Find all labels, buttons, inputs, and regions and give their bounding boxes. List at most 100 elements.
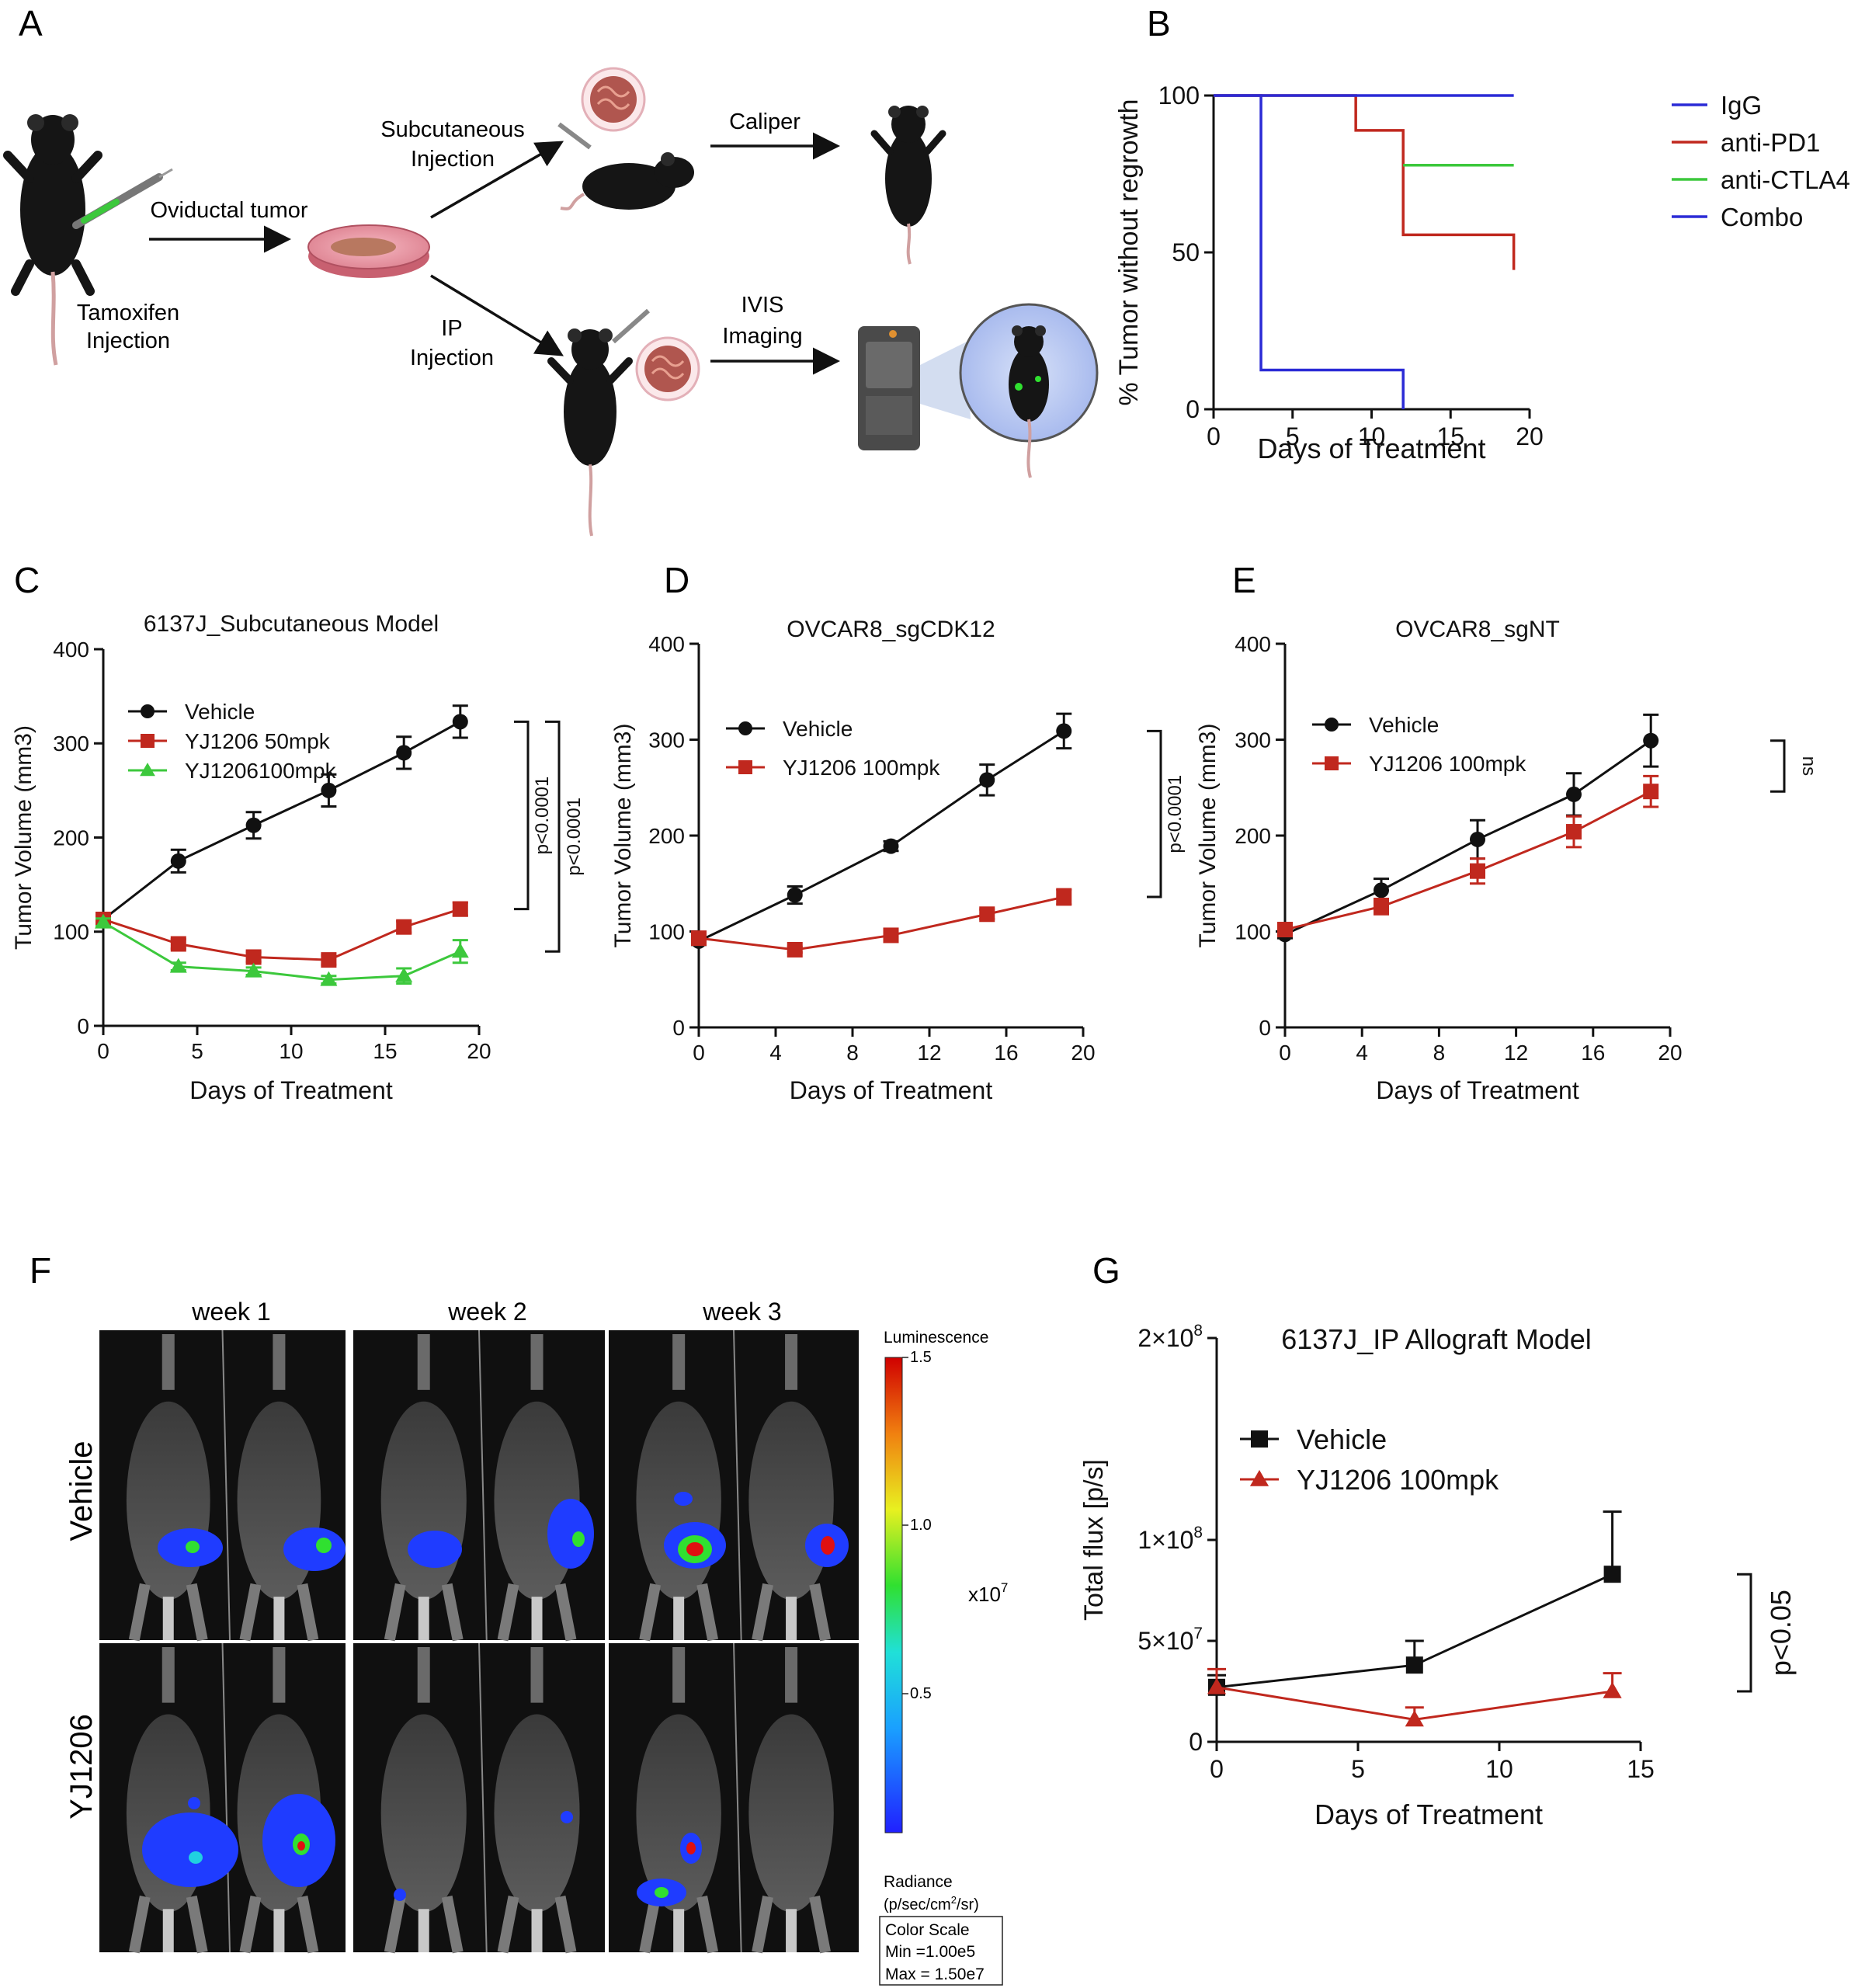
data-point: [883, 838, 899, 854]
legend-label: YJ1206100mpk: [185, 759, 337, 783]
y-tick-label: 100: [1158, 82, 1200, 109]
column-label-week3: week 3: [702, 1298, 781, 1326]
x-tick-label: 5: [191, 1039, 203, 1063]
label-subcutaneous-line1: Subcutaneous: [380, 117, 524, 142]
p-value-label: p<0.0001: [564, 798, 585, 876]
panel-b-chart: B 0 5 10 15 20 0 50 100 Days of Treatment % Tumor…: [1114, 3, 1850, 464]
legend-label: YJ1206 100mpk: [783, 756, 940, 780]
panel-letter-g: G: [1092, 1250, 1120, 1291]
data-point: [1374, 898, 1389, 915]
colorbar-tick-label: 1.5: [910, 1349, 932, 1366]
mouse-body: [494, 1714, 580, 1913]
legend-label: Vehicle: [185, 700, 255, 724]
legend-label: IgG: [1721, 91, 1762, 120]
data-point: [95, 913, 112, 929]
legend-label: YJ1206 100mpk: [1297, 1464, 1499, 1496]
legend-label: Vehicle: [783, 717, 853, 741]
mouse-head: [273, 1647, 286, 1703]
x-tick-label: 10: [1358, 422, 1386, 450]
x-tick-label: 0: [1210, 1755, 1224, 1783]
p-value-label: p<0.0001: [1165, 775, 1186, 853]
luminescence-signal: [561, 1811, 573, 1823]
series-line: [102, 921, 461, 982]
mouse-silhouette: [636, 1647, 721, 1954]
y-tick-label: 0: [77, 1014, 89, 1038]
mouse-tail: [273, 1597, 285, 1640]
color-scale-title: Color Scale: [885, 1921, 970, 1939]
x-axis-label: Days of Treatment: [790, 1076, 993, 1104]
chart-title: 6137J_IP Allograft Model: [1281, 1323, 1592, 1355]
x-tick-label: 10: [279, 1039, 303, 1063]
data-point: [691, 930, 707, 947]
petri-dish-icon: [307, 224, 430, 278]
legend-label: Vehicle: [1369, 713, 1439, 737]
luminescence-signal: [188, 1797, 200, 1809]
data-point: [1566, 824, 1582, 840]
x-tick-label: 10: [1485, 1755, 1513, 1783]
y-axis-label: Tumor Volume (mm3): [11, 725, 36, 950]
luminescence-signal: [189, 1851, 203, 1864]
mouse-leg: [554, 1583, 577, 1642]
ivis-image-cell: [609, 1329, 859, 1642]
mouse-head: [161, 1647, 175, 1703]
y-tick-label: 2×108: [1137, 1322, 1203, 1352]
x-tick-label: 12: [1504, 1041, 1528, 1065]
panel-a-schematic: A Tamoxifen Injection Oviductal tumor: [3, 3, 1099, 537]
mouse-leg: [639, 1583, 662, 1642]
p-value-label: p<0.05: [1765, 1590, 1797, 1676]
chart-title: OVCAR8_sgCDK12: [787, 617, 995, 642]
y-tick-label: 0: [672, 1016, 685, 1040]
mouse-body: [126, 1401, 210, 1600]
divider: [221, 1329, 231, 1641]
x-tick-label: 20: [1516, 422, 1544, 450]
mouse-leg: [384, 1896, 406, 1954]
y-tick-label: 400: [53, 638, 89, 662]
data-point: [1056, 723, 1072, 739]
legend-marker: [738, 721, 752, 735]
data-point: [1405, 1656, 1423, 1674]
divider: [221, 1642, 231, 1953]
mouse-icon: [870, 106, 946, 265]
mouse-body: [636, 1714, 721, 1913]
mouse-leg: [239, 1896, 262, 1954]
mouse-body: [380, 1401, 467, 1600]
radiance-units: (p/sec/cm2/sr): [884, 1894, 979, 1913]
x-axis-label: Days of Treatment: [1257, 433, 1485, 464]
legend-label: YJ1206 100mpk: [1369, 752, 1526, 776]
data-point: [452, 901, 468, 917]
mouse-leg: [297, 1896, 319, 1954]
column-label-week1: week 1: [191, 1298, 270, 1326]
colorbar-gradient: [884, 1357, 903, 1833]
legend-marker: [738, 760, 752, 774]
syringe-icon: [72, 168, 173, 229]
label-ip-line1: IP: [441, 316, 462, 341]
mouse-tail: [162, 1909, 174, 1952]
luminescence-signal: [316, 1538, 332, 1553]
significance-bracket: [514, 720, 530, 911]
data-point: [1643, 732, 1659, 749]
series-line-igg: [1214, 94, 1405, 409]
data-point: [320, 971, 338, 986]
data-point: [1566, 786, 1582, 802]
mouse-icon: [560, 152, 694, 210]
label-ivis-line1: IVIS: [741, 293, 784, 318]
data-point: [245, 949, 262, 965]
panel-letter-f: F: [30, 1250, 51, 1291]
data-point: [1603, 1681, 1622, 1698]
y-tick-label: 300: [53, 732, 89, 756]
x-tick-label: 20: [467, 1039, 491, 1063]
y-tick-label: 300: [1235, 728, 1271, 752]
data-point: [787, 887, 803, 903]
mouse-leg: [752, 1896, 773, 1954]
legend-marker: [1325, 718, 1339, 732]
divider: [478, 1642, 488, 1953]
x-axis-label: Days of Treatment: [189, 1076, 393, 1104]
mouse-tail: [531, 1597, 543, 1640]
mouse-leg: [497, 1583, 519, 1642]
data-point: [245, 817, 262, 833]
colorbar-tick-label: 0.5: [910, 1685, 932, 1702]
data-point: [396, 745, 412, 761]
x-axis-label: Days of Treatment: [1376, 1076, 1579, 1104]
x-tick-label: 20: [1658, 1041, 1682, 1065]
